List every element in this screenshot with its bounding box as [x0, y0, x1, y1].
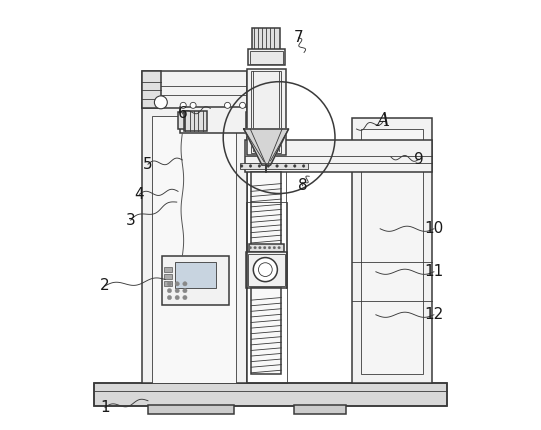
- Text: 8: 8: [298, 178, 308, 193]
- Circle shape: [183, 282, 187, 286]
- Text: 5: 5: [143, 157, 153, 172]
- Bar: [148, 405, 234, 414]
- Bar: [352, 118, 432, 383]
- Bar: [245, 140, 432, 172]
- Circle shape: [268, 246, 271, 249]
- Bar: [183, 111, 207, 131]
- Bar: [180, 108, 247, 133]
- Bar: [94, 383, 447, 406]
- Circle shape: [267, 165, 269, 167]
- Text: 1: 1: [100, 400, 110, 415]
- Bar: [164, 267, 172, 272]
- Bar: [361, 129, 423, 374]
- Bar: [251, 288, 281, 374]
- Text: 3: 3: [126, 213, 136, 227]
- Text: 11: 11: [424, 264, 444, 279]
- Bar: [94, 383, 447, 406]
- Bar: [142, 103, 247, 383]
- Circle shape: [225, 102, 230, 108]
- Circle shape: [278, 246, 280, 249]
- Text: 10: 10: [424, 221, 444, 236]
- Bar: [246, 202, 287, 383]
- Circle shape: [240, 165, 243, 167]
- Bar: [294, 405, 346, 414]
- Bar: [246, 112, 251, 129]
- Bar: [164, 281, 172, 286]
- Text: 2: 2: [100, 279, 110, 293]
- Text: 12: 12: [424, 307, 444, 322]
- Circle shape: [249, 246, 252, 249]
- Circle shape: [259, 246, 261, 249]
- Text: 9: 9: [414, 152, 424, 166]
- Circle shape: [273, 246, 275, 249]
- Circle shape: [167, 282, 171, 286]
- Text: 7: 7: [294, 31, 304, 45]
- Text: 4: 4: [135, 187, 144, 202]
- Circle shape: [302, 165, 305, 167]
- Circle shape: [175, 282, 179, 286]
- Polygon shape: [244, 129, 288, 165]
- Bar: [152, 116, 236, 383]
- Bar: [179, 112, 183, 129]
- Bar: [250, 51, 283, 64]
- Circle shape: [259, 263, 272, 276]
- Circle shape: [175, 295, 179, 300]
- Circle shape: [285, 165, 287, 167]
- Circle shape: [167, 295, 171, 300]
- Bar: [164, 274, 172, 279]
- Bar: [247, 69, 286, 155]
- Bar: [248, 244, 284, 252]
- Circle shape: [263, 246, 266, 249]
- Bar: [251, 71, 281, 153]
- Bar: [248, 254, 285, 286]
- Circle shape: [190, 102, 196, 108]
- Circle shape: [249, 165, 252, 167]
- Circle shape: [183, 295, 187, 300]
- Circle shape: [253, 258, 278, 282]
- Circle shape: [240, 102, 246, 108]
- Circle shape: [167, 289, 171, 293]
- Bar: [142, 71, 161, 108]
- Bar: [246, 252, 287, 288]
- Circle shape: [180, 102, 186, 108]
- Circle shape: [276, 165, 279, 167]
- Bar: [162, 256, 229, 305]
- Bar: [248, 49, 285, 65]
- Circle shape: [183, 289, 187, 293]
- Bar: [175, 262, 216, 288]
- Circle shape: [175, 289, 179, 293]
- Text: 6: 6: [177, 107, 187, 121]
- Circle shape: [293, 165, 296, 167]
- Circle shape: [254, 246, 256, 249]
- Bar: [251, 172, 281, 245]
- Circle shape: [258, 165, 261, 167]
- Bar: [240, 163, 308, 169]
- Bar: [253, 28, 280, 52]
- Circle shape: [154, 96, 167, 109]
- Bar: [142, 71, 247, 108]
- Text: A: A: [377, 112, 390, 130]
